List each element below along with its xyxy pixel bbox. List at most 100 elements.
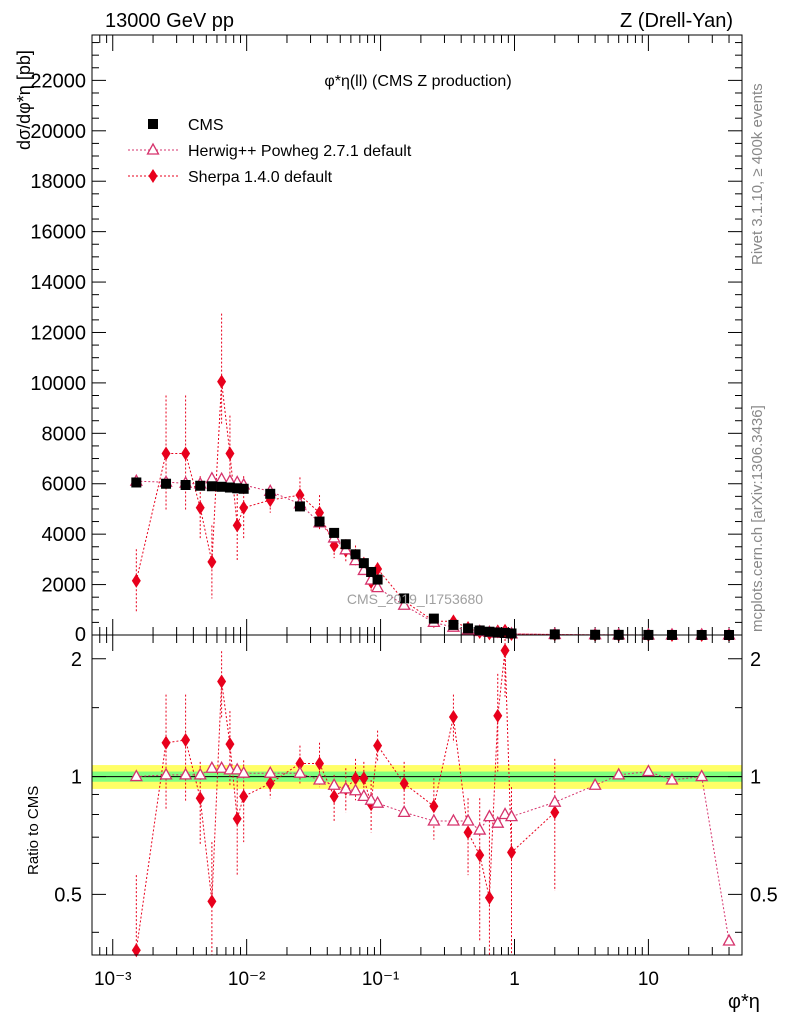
ratio-panel: 0.5 0.51 12 2 10⁻³ 10⁻² 10⁻¹ 1 10 Ratio to CMS … bbox=[25, 634, 778, 1013]
mcplots-source-label: mcplots.cern.ch [arXiv:1306.3436] bbox=[749, 405, 766, 632]
y-tick-label: 0 bbox=[75, 624, 86, 646]
data-point bbox=[348, 783, 363, 796]
data-point bbox=[327, 777, 341, 790]
series-line-1 bbox=[136, 478, 729, 636]
data-point bbox=[329, 527, 340, 538]
main-title: φ*η(ll) (CMS Z production) bbox=[324, 73, 511, 90]
data-point bbox=[340, 539, 351, 550]
x-tick-label: 10⁻² bbox=[228, 969, 266, 990]
ratio-x-axis-label: φ*η bbox=[728, 991, 760, 1013]
data-point bbox=[215, 760, 229, 773]
data-point bbox=[350, 549, 361, 560]
data-point bbox=[370, 580, 385, 593]
y-tick-label: 2000 bbox=[42, 575, 87, 597]
data-point bbox=[491, 815, 505, 828]
main-x-ticks bbox=[91, 35, 743, 635]
x-tick-label: 10⁻¹ bbox=[362, 969, 400, 990]
data-point bbox=[722, 933, 736, 946]
ratio-series bbox=[129, 635, 736, 958]
y-tick-label: 0.5 bbox=[54, 884, 82, 906]
y-tick-label-right: 0.5 bbox=[750, 884, 778, 906]
data-point bbox=[475, 848, 485, 863]
y-tick-label: 10000 bbox=[30, 373, 86, 395]
ratio-frame bbox=[91, 634, 743, 956]
data-point bbox=[399, 776, 409, 791]
legend-label: Sherpa 1.4.0 default bbox=[188, 169, 333, 186]
data-point bbox=[239, 500, 249, 515]
data-point bbox=[492, 627, 503, 638]
data-point bbox=[448, 709, 458, 724]
data-point bbox=[504, 809, 519, 822]
data-point bbox=[397, 597, 411, 610]
y-tick-label: 18000 bbox=[30, 171, 86, 193]
data-point bbox=[357, 789, 371, 802]
data-point bbox=[230, 762, 244, 775]
data-point bbox=[493, 708, 503, 723]
data-point bbox=[506, 628, 517, 639]
data-point bbox=[232, 518, 242, 533]
data-point bbox=[195, 500, 205, 515]
data-point bbox=[641, 764, 655, 777]
header-left: 13000 GeV pp bbox=[105, 10, 234, 32]
data-point bbox=[507, 845, 517, 860]
data-point bbox=[207, 894, 217, 909]
y-tick-label-right: 2 bbox=[750, 649, 761, 671]
data-point bbox=[181, 446, 191, 461]
data-point bbox=[399, 593, 410, 604]
legend-marker bbox=[148, 119, 158, 129]
data-point bbox=[550, 805, 560, 820]
data-point bbox=[131, 943, 141, 958]
data-point bbox=[224, 482, 235, 493]
data-point bbox=[159, 767, 173, 780]
data-point bbox=[463, 623, 474, 634]
data-point bbox=[370, 795, 385, 808]
data-point bbox=[461, 813, 475, 826]
data-point bbox=[263, 765, 277, 778]
data-point bbox=[205, 760, 219, 773]
legend-label: CMS bbox=[188, 117, 224, 134]
data-point bbox=[397, 805, 411, 818]
legend: CMS Herwig++ Powheg 2.7.1 default Sherpa 1… bbox=[128, 117, 412, 186]
data-point bbox=[315, 505, 325, 520]
ratio-x-ticks: 10⁻³ 10⁻² 10⁻¹ 1 10 bbox=[91, 635, 743, 990]
data-point bbox=[372, 574, 383, 585]
data-point bbox=[695, 769, 709, 782]
data-point bbox=[207, 554, 217, 569]
data-point bbox=[463, 825, 473, 840]
data-point bbox=[474, 625, 485, 636]
data-point bbox=[295, 488, 305, 503]
data-point bbox=[549, 629, 560, 640]
data-point bbox=[612, 767, 626, 780]
data-point bbox=[215, 471, 229, 484]
data-point bbox=[498, 807, 512, 820]
data-point bbox=[364, 792, 378, 805]
ratio-y-axis-label: Ratio to CMS bbox=[25, 786, 42, 875]
header-right: Z (Drell-Yan) bbox=[620, 10, 733, 32]
data-point bbox=[205, 471, 219, 484]
y-tick-label: 12000 bbox=[30, 322, 86, 344]
data-point bbox=[195, 791, 205, 806]
y-tick-label: 2 bbox=[71, 649, 82, 671]
data-point bbox=[131, 477, 142, 488]
data-point bbox=[239, 789, 249, 804]
x-tick-label: 1 bbox=[509, 969, 520, 990]
main-y-axis-label: dσ/dφ*η [pb] bbox=[14, 50, 34, 150]
x-tick-label: 10⁻³ bbox=[94, 969, 132, 990]
data-point bbox=[448, 619, 459, 630]
data-point bbox=[588, 777, 602, 790]
data-point bbox=[195, 480, 206, 491]
data-point bbox=[217, 374, 227, 389]
y-tick-label: 6000 bbox=[42, 474, 87, 496]
series-line-1 bbox=[135, 650, 556, 951]
data-point bbox=[351, 771, 361, 786]
legend-marker bbox=[146, 142, 160, 155]
y-tick-label: 8000 bbox=[42, 423, 87, 445]
data-point bbox=[429, 799, 439, 814]
data-point bbox=[359, 771, 369, 786]
data-point bbox=[548, 794, 562, 807]
data-point bbox=[225, 737, 235, 752]
data-point bbox=[500, 627, 511, 638]
data-point bbox=[427, 813, 441, 826]
y-tick-label: 1 bbox=[71, 767, 82, 789]
